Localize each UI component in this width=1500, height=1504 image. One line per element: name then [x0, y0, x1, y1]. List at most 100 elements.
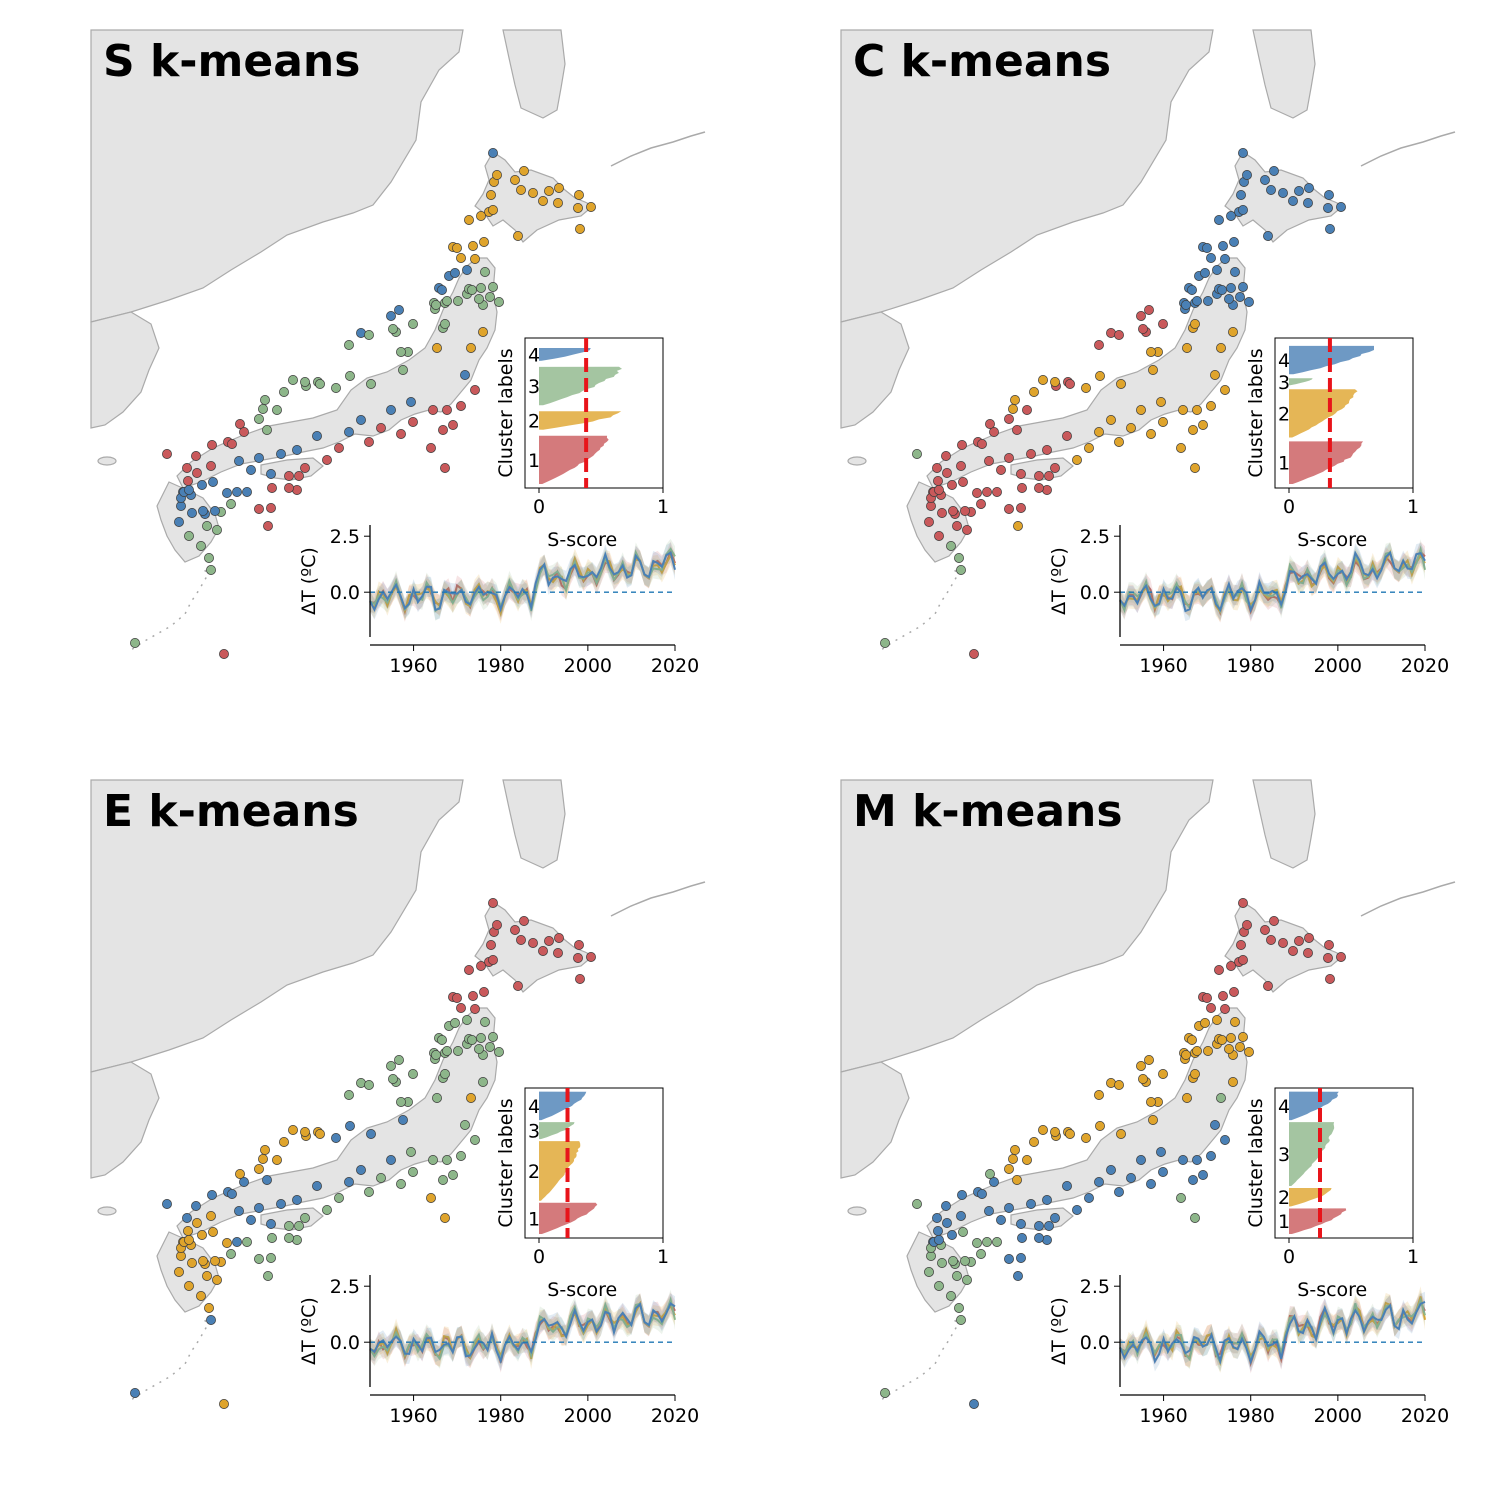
station-point	[989, 1177, 999, 1187]
station-point	[1034, 483, 1044, 493]
station-point	[1178, 1155, 1188, 1165]
station-point	[1203, 296, 1213, 306]
station-point	[288, 1125, 298, 1135]
shikoku-landmass	[260, 457, 324, 481]
station-point	[912, 449, 922, 459]
station-point	[267, 1233, 277, 1243]
station-point	[1114, 1187, 1124, 1197]
station-point	[1192, 1046, 1202, 1056]
station-point	[977, 1189, 987, 1199]
station-point	[1202, 993, 1212, 1003]
station-point	[437, 1035, 447, 1045]
station-point	[183, 476, 193, 486]
silhouette-cluster-label: 4	[528, 1096, 540, 1118]
station-point	[272, 1155, 282, 1165]
station-point	[470, 385, 480, 395]
station-point	[1178, 405, 1188, 415]
station-point	[235, 419, 245, 429]
station-point	[442, 1155, 452, 1165]
stations	[880, 898, 1346, 1409]
station-point	[242, 487, 252, 497]
station-point	[448, 420, 458, 430]
station-point	[478, 1077, 488, 1087]
station-point	[1182, 343, 1192, 353]
station-point	[1336, 202, 1346, 212]
silhouette-cluster-label: 1	[1278, 1211, 1290, 1233]
y-axis-label: Cluster labels	[1245, 348, 1267, 477]
station-point	[1156, 1147, 1166, 1157]
station-point	[260, 1145, 270, 1155]
station-point	[1188, 1175, 1198, 1185]
station-point	[1220, 385, 1230, 395]
station-point	[510, 175, 520, 185]
panel-title: S k-means	[103, 36, 360, 87]
station-point	[575, 974, 585, 984]
station-point	[1220, 1004, 1230, 1014]
station-point	[479, 987, 489, 997]
station-point	[428, 1155, 438, 1165]
station-point	[1004, 1164, 1014, 1174]
y-axis-label: ΔT (ºC)	[298, 547, 320, 615]
station-point	[198, 506, 208, 516]
station-point	[948, 1256, 958, 1266]
station-point	[196, 1291, 206, 1301]
station-point	[1216, 343, 1226, 353]
sakhalin-landmass	[1252, 779, 1316, 869]
station-point	[254, 504, 264, 514]
station-point	[937, 1258, 947, 1268]
station-point	[1158, 319, 1168, 329]
station-point	[432, 1093, 442, 1103]
station-point	[957, 1190, 967, 1200]
station-point	[1114, 1080, 1124, 1090]
y-tick-label: 0.0	[330, 1332, 360, 1354]
silhouette-cluster-label: 3	[528, 1121, 540, 1143]
station-point	[954, 553, 964, 563]
station-point	[1012, 1175, 1022, 1185]
station-point	[364, 1080, 374, 1090]
x-tick-label: 1960	[1139, 1405, 1187, 1427]
station-point	[488, 282, 498, 292]
station-point	[206, 1315, 216, 1325]
station-point	[1017, 483, 1027, 493]
station-point	[1212, 1015, 1222, 1025]
station-point	[1238, 205, 1248, 215]
station-point	[426, 1193, 436, 1203]
station-point	[184, 1281, 194, 1291]
map	[90, 779, 706, 1410]
station-point	[1126, 423, 1136, 433]
station-point	[174, 517, 184, 527]
station-point	[288, 375, 298, 385]
station-point	[1220, 254, 1230, 264]
y-tick-label: 2.5	[1080, 526, 1110, 548]
station-point	[941, 451, 951, 461]
station-point	[1062, 431, 1072, 441]
x-tick-label: 0	[1283, 1246, 1295, 1268]
station-point	[294, 1221, 304, 1231]
station-point	[969, 1399, 979, 1409]
station-point	[442, 405, 452, 415]
station-point	[312, 431, 322, 441]
stations	[130, 898, 596, 1409]
station-point	[344, 427, 354, 437]
panel-title: C k-means	[853, 36, 1111, 87]
y-tick-label: 2.5	[330, 1276, 360, 1298]
series-line-cluster-4	[369, 550, 676, 613]
station-point	[192, 1218, 202, 1228]
station-point	[202, 521, 212, 531]
station-point	[184, 531, 194, 541]
station-point	[992, 1237, 1002, 1247]
station-point	[956, 565, 966, 575]
station-point	[266, 1219, 276, 1229]
station-point	[976, 499, 986, 509]
station-point	[984, 456, 994, 466]
station-point	[1238, 898, 1248, 908]
kuril-islands	[1360, 881, 1456, 917]
station-point	[292, 1195, 302, 1205]
station-point	[276, 1199, 286, 1209]
station-point	[1192, 296, 1202, 306]
silhouette-cluster-label: 2	[528, 410, 540, 432]
station-point	[456, 253, 466, 263]
station-point	[1029, 1137, 1039, 1147]
station-point	[440, 463, 450, 473]
station-point	[1146, 429, 1156, 439]
